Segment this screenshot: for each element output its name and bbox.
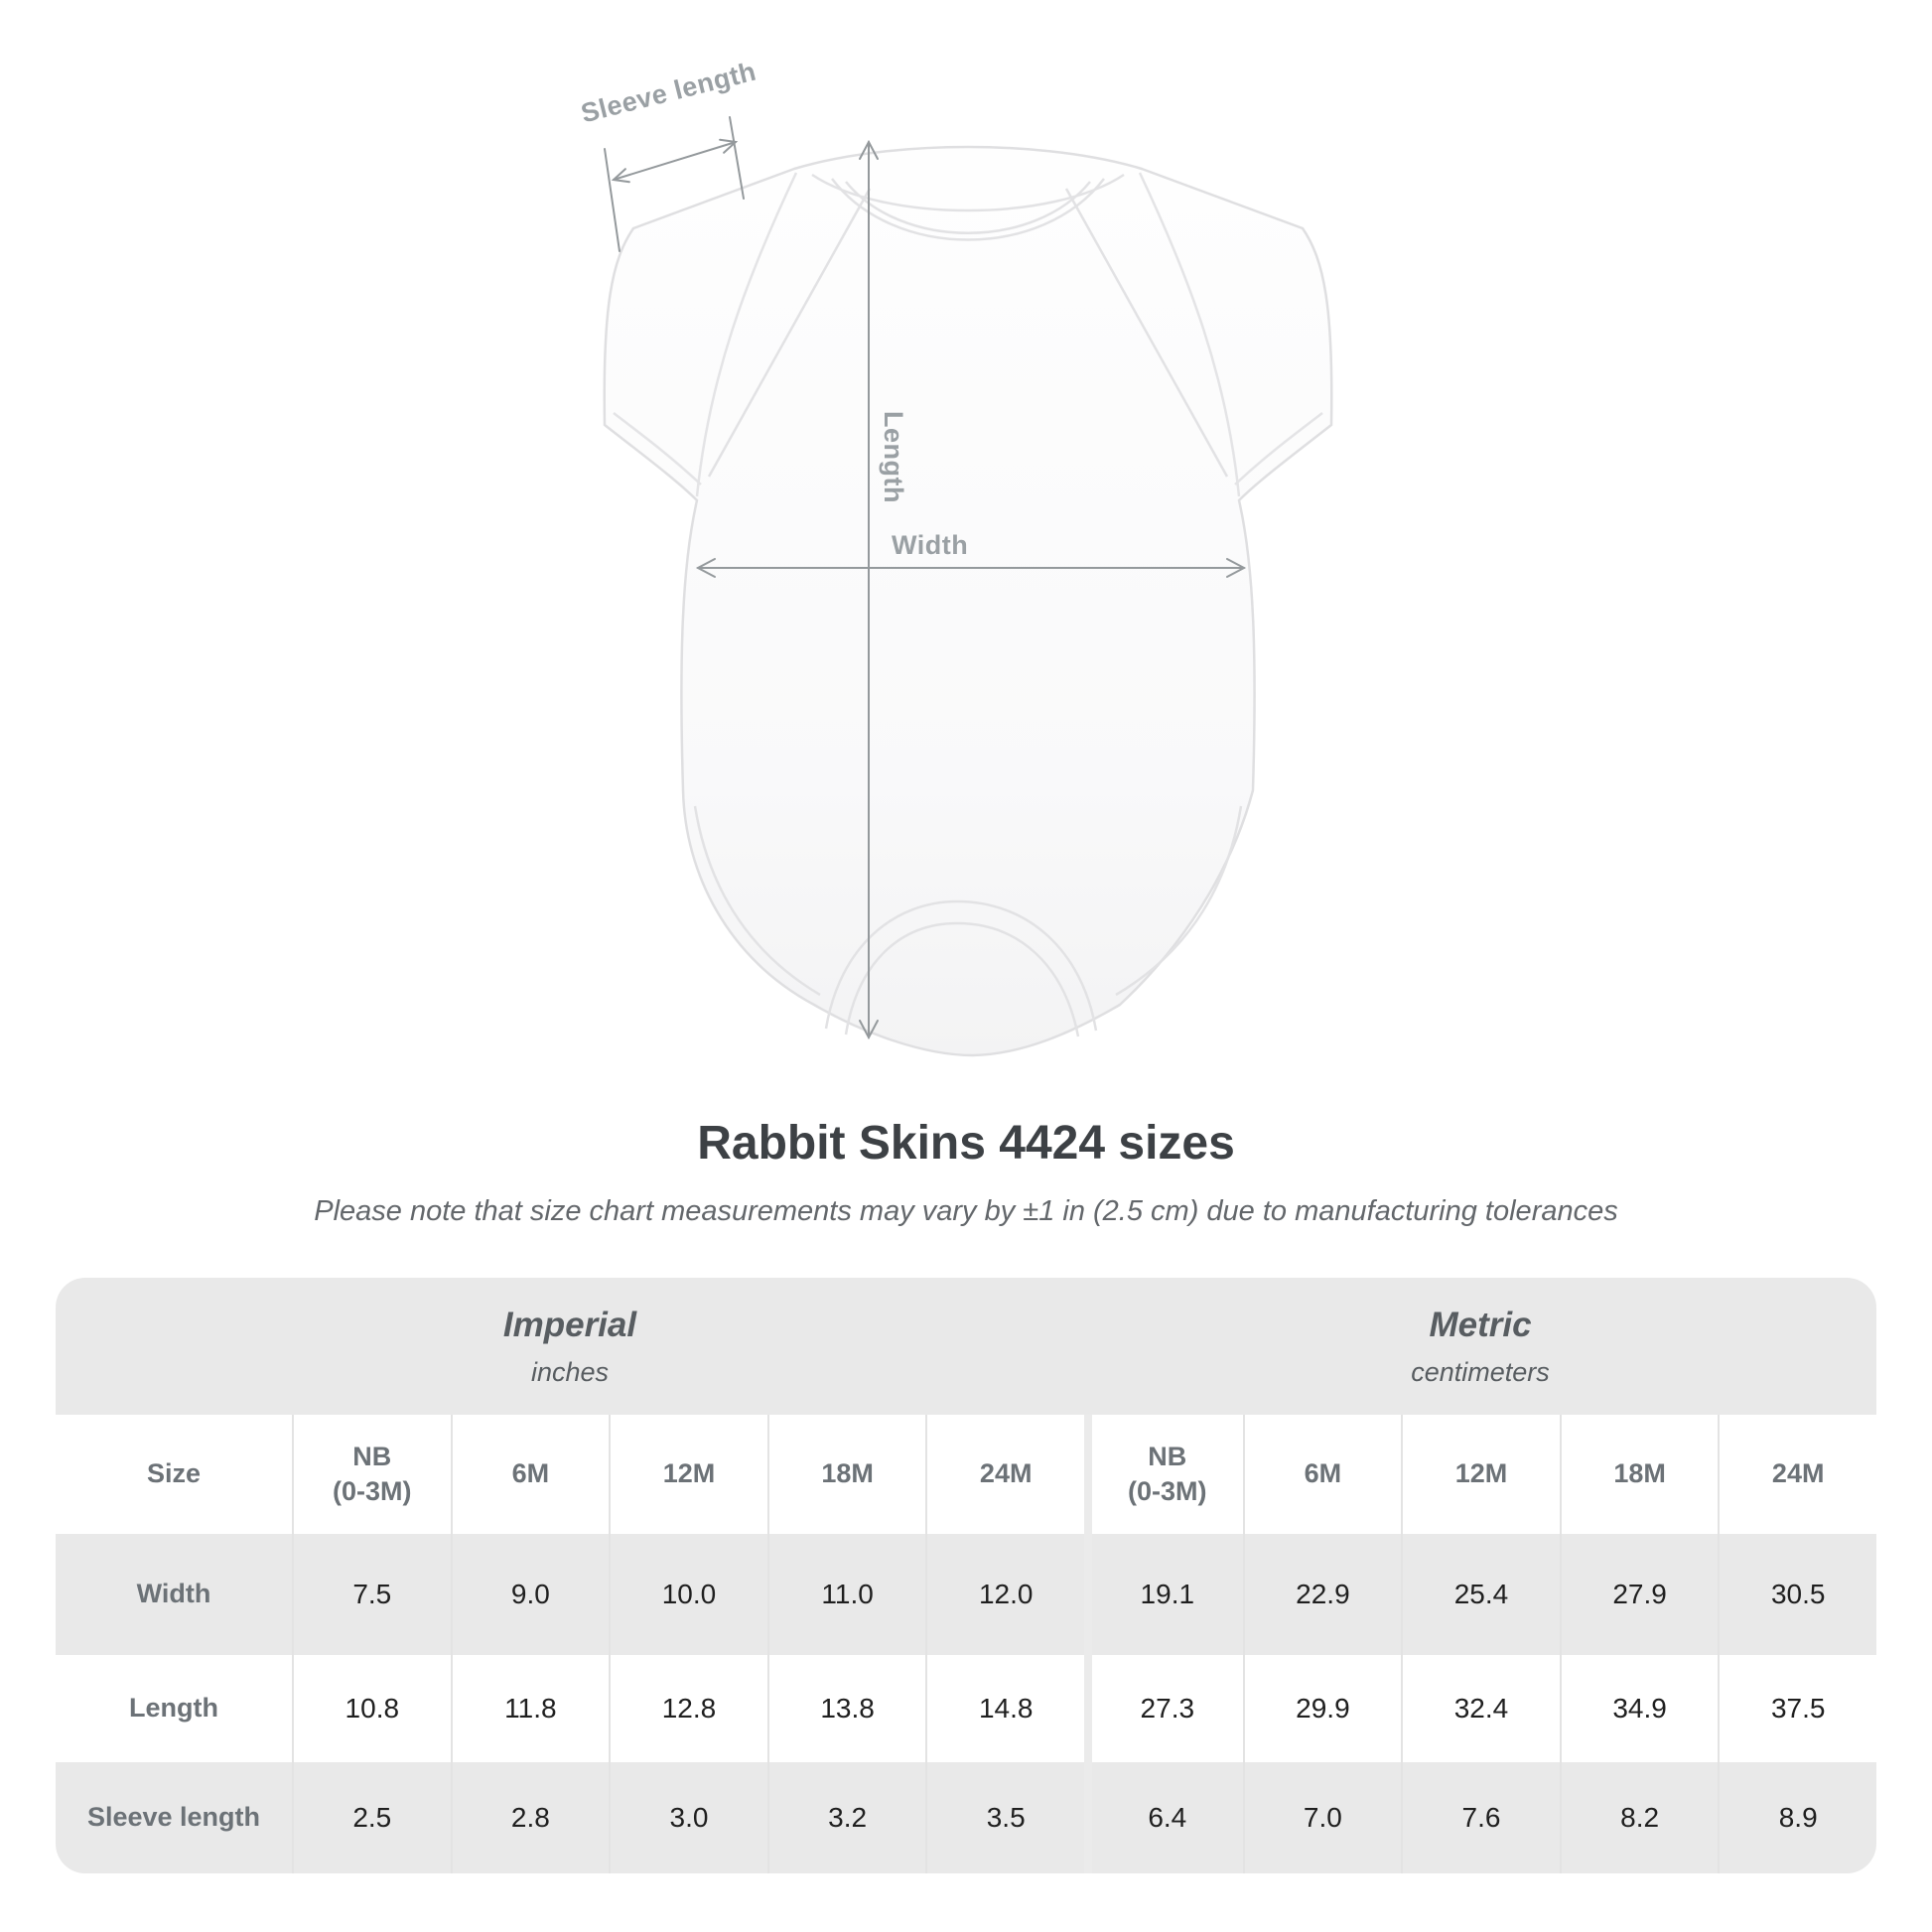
dimension-arrows [604,116,1247,1040]
table-cell: 2.5 [292,1762,451,1873]
metric-unit: centimeters [1411,1356,1550,1387]
sleeve-seams [613,172,1323,497]
col-header-24m-metric: 24M [1718,1415,1876,1534]
table-cell: 25.4 [1401,1534,1560,1655]
table-cell: 9.0 [450,1534,610,1655]
table-cell: 6.4 [1084,1762,1243,1873]
imperial-unit: inches [530,1356,610,1387]
table-cell: 29.9 [1242,1655,1402,1762]
col-header-6m-imperial: 6M [450,1415,610,1534]
width-label: Width [892,530,969,560]
table-cell: 8.9 [1718,1762,1876,1873]
group-header-metric: Metric centimeters [1084,1278,1876,1415]
table-cell: 10.0 [609,1534,767,1655]
table-cell: 14.8 [925,1655,1084,1762]
table-cell: 19.1 [1084,1534,1243,1655]
table-cell: 7.5 [292,1534,451,1655]
sleeve-arrow [613,141,737,181]
col-header-24m-imperial: 24M [925,1415,1084,1534]
group-header-imperial: Imperial inches [56,1278,1084,1415]
table-cell: 30.5 [1718,1534,1876,1655]
col-header-6m-metric: 6M [1242,1415,1402,1534]
table-cell: 27.3 [1084,1655,1243,1762]
table-cell: 7.6 [1401,1762,1560,1873]
garment-diagram: Sleeve length Length Width [578,57,1333,1057]
col-header-18m-imperial: 18M [766,1415,926,1534]
table-cell: 11.8 [450,1655,610,1762]
onesie-body-path [603,145,1333,1057]
table-cell: 37.5 [1718,1655,1876,1762]
table-cell: 8.2 [1559,1762,1719,1873]
imperial-label: Imperial [502,1305,637,1344]
table-cell: 12.0 [925,1534,1084,1655]
metric-label: Metric [1429,1305,1532,1344]
table-cell: 22.9 [1242,1534,1402,1655]
table-cell: 3.2 [766,1762,926,1873]
col-header-size: Size [146,1458,202,1489]
neckline-seams [707,173,1229,478]
col-header-12m-metric: 12M [1401,1415,1560,1534]
col-header-12m-imperial: 12M [609,1415,767,1534]
table-cell: 12.8 [609,1655,767,1762]
table-cell: 11.0 [766,1534,926,1655]
col-header-18m-metric: 18M [1559,1415,1719,1534]
table-cell: 32.4 [1401,1655,1560,1762]
row-label-length: Length [129,1693,218,1724]
length-label: Length [879,411,908,503]
tolerance-note: Please note that size chart measurements… [314,1195,1618,1227]
table-cell: 2.8 [450,1762,610,1873]
col-header-nb-metric: NB (0-3M) [1084,1415,1243,1534]
table-cell: 34.9 [1559,1655,1719,1762]
table-cell: 3.0 [609,1762,767,1873]
table-cell: 3.5 [925,1762,1084,1873]
table-cell: 27.9 [1559,1534,1719,1655]
onesie-illustration [603,116,1333,1057]
size-table: Imperial inches Metric centimeters Size … [56,1278,1876,1873]
table-cell: 10.8 [292,1655,451,1762]
col-header-nb-imperial: NB (0-3M) [292,1415,451,1534]
row-label-width: Width [56,1534,292,1655]
crotch-seams [693,805,1243,1037]
page-title: Rabbit Skins 4424 sizes [697,1117,1235,1170]
table-cell: 7.0 [1242,1762,1402,1873]
row-label-sleeve-length: Sleeve length [56,1762,292,1873]
table-cell: 13.8 [766,1655,926,1762]
